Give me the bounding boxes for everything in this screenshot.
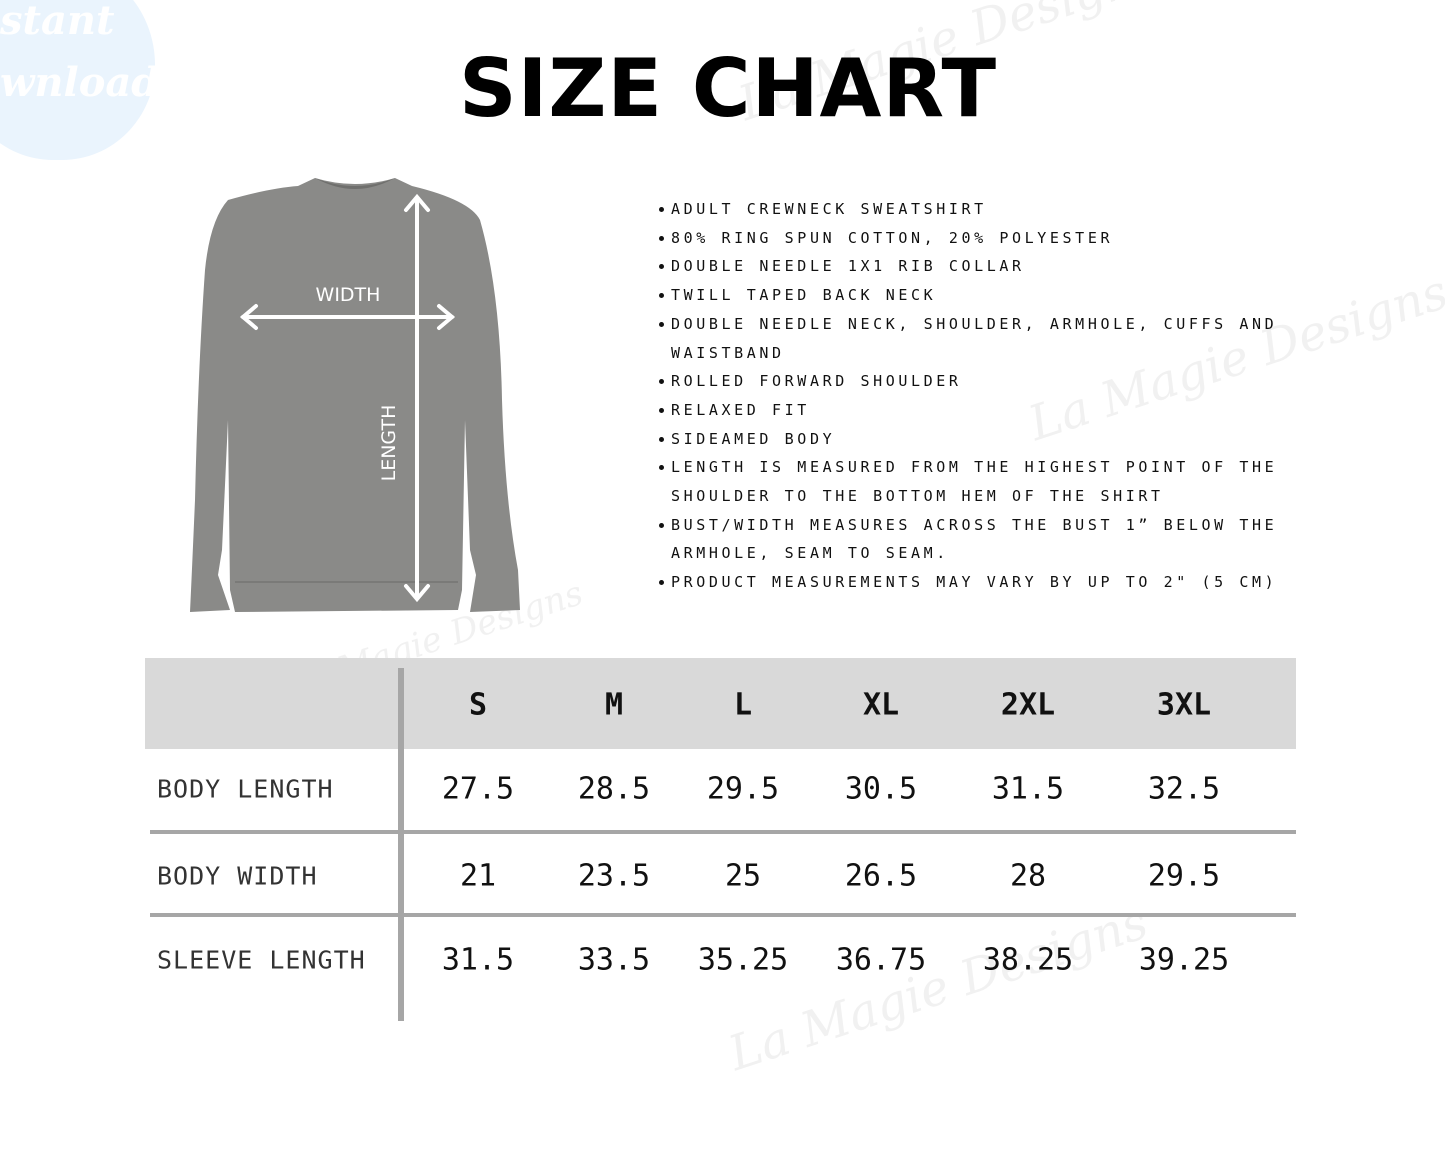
- table-cell: 27.5: [441, 771, 515, 807]
- badge-text: stant wnload: [0, 0, 160, 106]
- table-cell: 31.5: [441, 942, 515, 978]
- width-label: WIDTH: [316, 284, 381, 306]
- instant-download-badge: stant wnload: [0, 0, 159, 160]
- column-divider: [398, 668, 404, 1021]
- table-cell: 35.25: [697, 942, 789, 978]
- table-cell: 25: [724, 858, 762, 894]
- size-header-xl: XL: [862, 687, 900, 723]
- row-divider: [150, 830, 1296, 834]
- row-label: BODY WIDTH: [157, 861, 318, 891]
- table-cell: 26.5: [844, 858, 918, 894]
- table-cell: 29.5: [1147, 858, 1221, 894]
- sweatshirt-diagram: WIDTH LENGTH: [190, 178, 520, 612]
- row-label: BODY LENGTH: [157, 774, 334, 804]
- feature-item: PRODUCT MEASUREMENTS MAY VARY BY UP TO 2…: [658, 568, 1298, 597]
- table-cell: 29.5: [706, 771, 780, 807]
- table-cell: 31.5: [991, 771, 1065, 807]
- measure-arrows: [239, 193, 456, 603]
- feature-item: ADULT CREWNECK SWEATSHIRT: [658, 195, 1298, 224]
- size-header-l: L: [733, 687, 753, 723]
- feature-item: RELAXED FIT: [658, 396, 1298, 425]
- feature-list: ADULT CREWNECK SWEATSHIRT 80% RING SPUN …: [658, 195, 1298, 597]
- table-cell: 32.5: [1147, 771, 1221, 807]
- table-cell: 23.5: [577, 858, 651, 894]
- feature-item: LENGTH IS MEASURED FROM THE HIGHEST POIN…: [658, 453, 1298, 510]
- page-title: SIZE CHART: [458, 42, 998, 135]
- size-header-2xl: 2XL: [1000, 687, 1056, 723]
- length-label: LENGTH: [378, 405, 400, 482]
- feature-item: TWILL TAPED BACK NECK: [658, 281, 1298, 310]
- feature-item: BUST/WIDTH MEASURES ACROSS THE BUST 1” B…: [658, 511, 1298, 568]
- table-cell: 28.5: [577, 771, 651, 807]
- row-divider: [150, 913, 1296, 917]
- feature-item: ROLLED FORWARD SHOULDER: [658, 367, 1298, 396]
- sweatshirt-shape: [190, 178, 520, 612]
- size-header-3xl: 3XL: [1156, 687, 1212, 723]
- table-cell: 28: [1009, 858, 1047, 894]
- size-header-s: S: [468, 687, 488, 723]
- table-header-band: [145, 658, 1296, 749]
- table-cell: 36.75: [835, 942, 927, 978]
- size-header-m: M: [604, 687, 624, 723]
- table-cell: 38.25: [982, 942, 1074, 978]
- watermark: La Magie Designs: [722, 893, 1155, 1083]
- table-cell: 30.5: [844, 771, 918, 807]
- table-cell: 39.25: [1138, 942, 1230, 978]
- feature-item: DOUBLE NEEDLE NECK, SHOULDER, ARMHOLE, C…: [658, 310, 1298, 367]
- feature-item: 80% RING SPUN COTTON, 20% POLYESTER: [658, 224, 1298, 253]
- table-cell: 33.5: [577, 942, 651, 978]
- table-cell: 21: [459, 858, 497, 894]
- feature-item: SIDEAMED BODY: [658, 425, 1298, 454]
- feature-item: DOUBLE NEEDLE 1X1 RIB COLLAR: [658, 252, 1298, 281]
- row-label: SLEEVE LENGTH: [157, 945, 366, 975]
